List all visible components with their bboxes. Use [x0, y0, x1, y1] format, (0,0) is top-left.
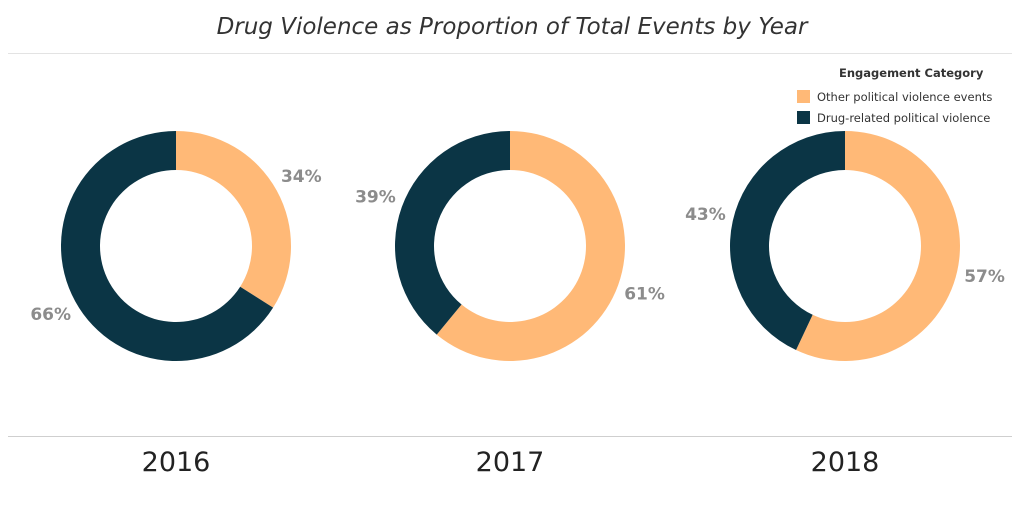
slice-label-2016-other: 34% [281, 167, 322, 187]
legend-label-drug: Drug-related political violence [817, 110, 991, 125]
slice-label-2018-drug: 43% [685, 205, 726, 225]
legend-title: Engagement Category [839, 66, 984, 80]
year-label-2018: 2018 [811, 447, 880, 478]
legend: Engagement Category Other political viol… [797, 66, 992, 128]
donut-slice-2017-other[interactable] [436, 131, 625, 361]
year-axis-divider [8, 436, 1012, 437]
donut-slice-2016-drug[interactable] [60, 130, 274, 361]
year-label-2016: 2016 [142, 447, 211, 478]
donut-slice-2016-other[interactable] [176, 131, 291, 308]
legend-item-other[interactable]: Other political violence events [797, 86, 992, 107]
legend-swatch-drug [797, 111, 810, 124]
slice-label-2017-other: 61% [624, 284, 665, 304]
slice-label-2017-drug: 39% [355, 188, 396, 208]
donut-slice-2018-other[interactable] [796, 131, 960, 361]
donut-slice-2017-drug[interactable] [395, 131, 510, 335]
legend-item-drug[interactable]: Drug-related political violence [797, 107, 992, 128]
legend-label-other: Other political violence events [817, 89, 993, 104]
slice-label-2018-other: 57% [964, 267, 1005, 287]
slice-label-2016-drug: 66% [30, 305, 71, 325]
donut-slice-2018-drug[interactable] [729, 131, 845, 351]
title-divider [8, 53, 1012, 54]
legend-swatch-other [797, 90, 810, 103]
year-label-2017: 2017 [476, 447, 545, 478]
chart-title: Drug Violence as Proportion of Total Eve… [216, 14, 808, 40]
